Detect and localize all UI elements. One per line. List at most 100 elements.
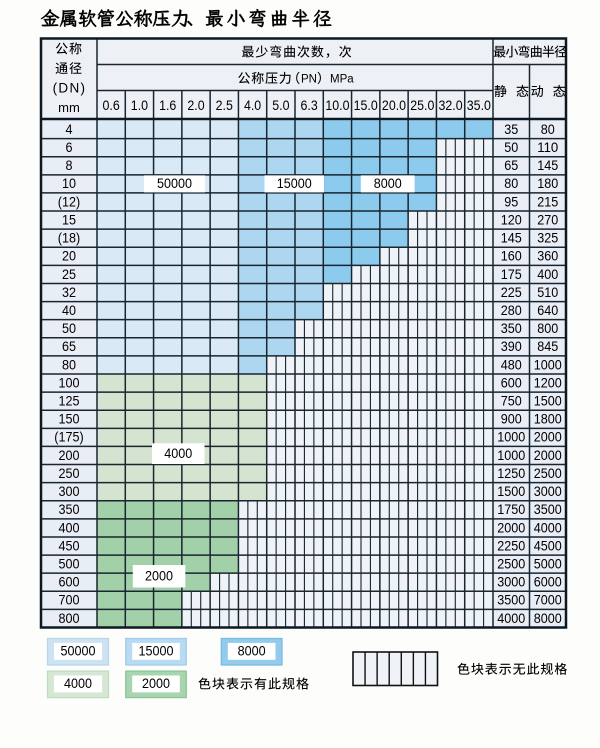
svg-text:325: 325	[537, 231, 558, 246]
svg-text:65: 65	[62, 339, 76, 354]
svg-text:8: 8	[65, 158, 72, 173]
svg-text:6: 6	[65, 140, 72, 155]
svg-text:2.5: 2.5	[216, 98, 233, 113]
svg-text:2000: 2000	[145, 569, 173, 584]
svg-text:4500: 4500	[534, 538, 562, 553]
svg-text:500: 500	[58, 556, 79, 571]
svg-text:1000: 1000	[497, 430, 525, 445]
svg-text:4000: 4000	[534, 520, 562, 535]
svg-text:mm: mm	[58, 100, 80, 115]
svg-text:35.0: 35.0	[467, 98, 491, 113]
svg-text:8000: 8000	[374, 176, 402, 191]
svg-text:50: 50	[504, 140, 518, 155]
svg-text:6000: 6000	[534, 575, 562, 590]
svg-text:225: 225	[501, 285, 522, 300]
svg-text:480: 480	[501, 357, 522, 372]
svg-text:15000: 15000	[277, 176, 312, 191]
svg-text:5.0: 5.0	[272, 98, 289, 113]
svg-text:145: 145	[537, 158, 558, 173]
svg-text:270: 270	[537, 212, 558, 227]
svg-text:700: 700	[58, 593, 79, 608]
svg-text:390: 390	[501, 339, 522, 354]
svg-text:50000: 50000	[157, 176, 192, 191]
svg-text:2250: 2250	[497, 538, 525, 553]
svg-text:3000: 3000	[497, 575, 525, 590]
svg-text:4000: 4000	[497, 611, 525, 626]
svg-text:35: 35	[504, 122, 518, 137]
svg-text:145: 145	[501, 231, 522, 246]
svg-text:250: 250	[58, 466, 79, 481]
svg-text:400: 400	[58, 520, 79, 535]
svg-text:40: 40	[62, 303, 76, 318]
svg-text:6.3: 6.3	[301, 98, 318, 113]
svg-text:50000: 50000	[60, 644, 95, 659]
svg-text:80: 80	[504, 176, 518, 191]
svg-text:32: 32	[62, 285, 76, 300]
svg-text:125: 125	[58, 394, 79, 409]
svg-text:360: 360	[537, 249, 558, 264]
svg-text:1800: 1800	[534, 412, 562, 427]
svg-text:800: 800	[58, 611, 79, 626]
svg-text:25: 25	[62, 267, 76, 282]
svg-text:120: 120	[501, 212, 522, 227]
svg-text:1000: 1000	[497, 448, 525, 463]
svg-text:400: 400	[537, 267, 558, 282]
svg-text:MPa: MPa	[330, 74, 354, 86]
svg-text:3500: 3500	[534, 502, 562, 517]
svg-text:640: 640	[537, 303, 558, 318]
svg-text:215: 215	[537, 194, 558, 209]
svg-text:65: 65	[504, 158, 518, 173]
svg-text:4000: 4000	[64, 676, 92, 691]
svg-text:600: 600	[501, 375, 522, 390]
svg-text:PN: PN	[301, 74, 317, 86]
svg-text:300: 300	[58, 484, 79, 499]
svg-text:350: 350	[58, 502, 79, 517]
svg-text:2000: 2000	[534, 448, 562, 463]
svg-text:900: 900	[501, 412, 522, 427]
svg-text:50: 50	[62, 321, 76, 336]
svg-text:80: 80	[541, 122, 555, 137]
svg-text:175: 175	[501, 267, 522, 282]
svg-text:1750: 1750	[497, 502, 525, 517]
svg-text:95: 95	[504, 194, 518, 209]
svg-text:845: 845	[537, 339, 558, 354]
svg-text:8000: 8000	[238, 644, 266, 659]
svg-text:1.0: 1.0	[131, 98, 148, 113]
svg-text:350: 350	[501, 321, 522, 336]
svg-text:160: 160	[501, 249, 522, 264]
svg-text:4: 4	[65, 122, 72, 137]
svg-text:10.0: 10.0	[325, 98, 349, 113]
svg-text:1.6: 1.6	[159, 98, 176, 113]
svg-text:2000: 2000	[142, 676, 170, 691]
svg-text:1500: 1500	[534, 394, 562, 409]
svg-text:2000: 2000	[497, 520, 525, 535]
svg-text:15.0: 15.0	[354, 98, 378, 113]
svg-text:180: 180	[537, 176, 558, 191]
svg-text:0.6: 0.6	[103, 98, 120, 113]
svg-text:3500: 3500	[497, 593, 525, 608]
svg-text:15: 15	[62, 212, 76, 227]
svg-text:(18): (18)	[58, 231, 80, 246]
svg-text:750: 750	[501, 394, 522, 409]
svg-text:(12): (12)	[58, 194, 80, 209]
svg-text:8000: 8000	[534, 611, 562, 626]
svg-text:20.0: 20.0	[382, 98, 406, 113]
svg-text:450: 450	[58, 538, 79, 553]
svg-text:1500: 1500	[497, 484, 525, 499]
svg-text:150: 150	[58, 412, 79, 427]
svg-text:2500: 2500	[497, 556, 525, 571]
svg-text:2000: 2000	[534, 430, 562, 445]
svg-text:110: 110	[537, 140, 558, 155]
svg-text:5000: 5000	[534, 556, 562, 571]
svg-text:32.0: 32.0	[439, 98, 463, 113]
svg-text:2.0: 2.0	[187, 98, 204, 113]
svg-text:20: 20	[62, 249, 76, 264]
svg-text:3000: 3000	[534, 484, 562, 499]
svg-text:(DN): (DN)	[53, 81, 87, 96]
svg-text:100: 100	[58, 375, 79, 390]
svg-text:1000: 1000	[534, 357, 562, 372]
svg-text:4000: 4000	[164, 446, 192, 461]
svg-text:25.0: 25.0	[410, 98, 434, 113]
svg-text:10: 10	[62, 176, 76, 191]
svg-text:(175): (175)	[54, 430, 83, 445]
